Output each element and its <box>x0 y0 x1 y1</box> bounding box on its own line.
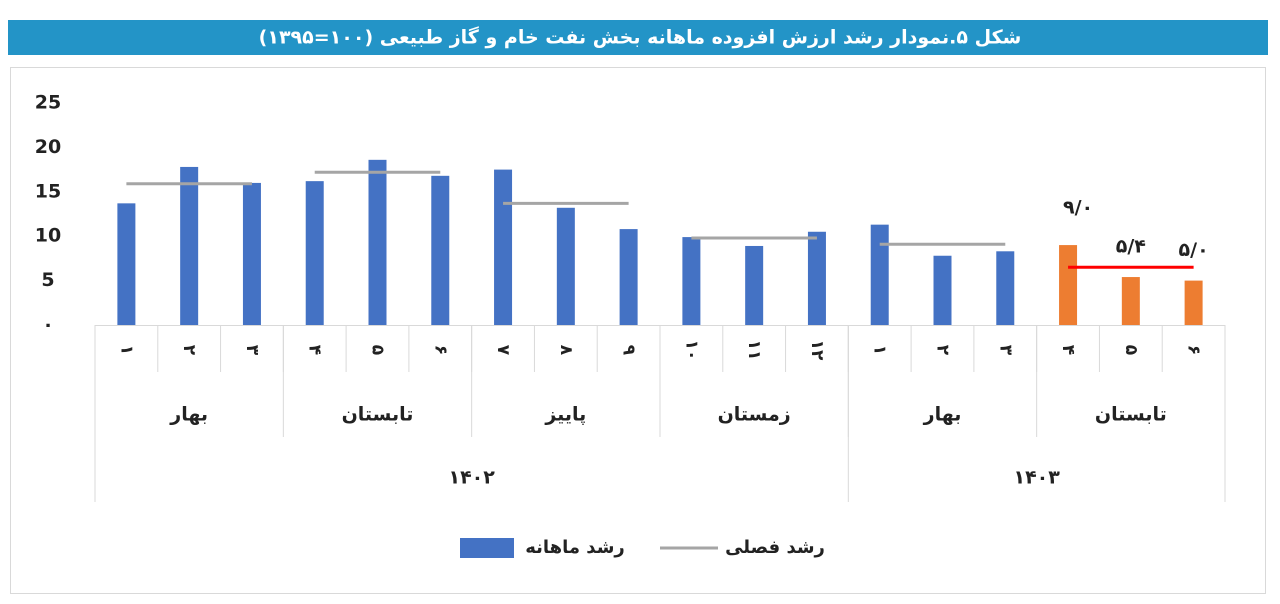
x-tick-label: ۴ <box>305 345 325 355</box>
y-tick-label: 20 <box>35 136 61 158</box>
season-label: تابستان <box>342 404 414 426</box>
bar <box>556 207 575 325</box>
bar <box>368 159 387 325</box>
title-bar <box>8 20 1268 55</box>
bar <box>619 229 638 325</box>
y-tick-label: 10 <box>35 225 61 247</box>
bar <box>117 203 136 325</box>
x-tick-label: ۸ <box>556 345 576 356</box>
season-label: زمستان <box>718 404 791 426</box>
bar <box>996 251 1015 325</box>
bar <box>1184 280 1203 325</box>
bar <box>1121 277 1140 325</box>
x-tick-label: ۷ <box>493 345 513 356</box>
x-tick-label: ۵ <box>368 345 388 355</box>
bar <box>494 169 513 325</box>
chart-title: شکل ۵.نمودار رشد ارزش افزوده ماهانه بخش … <box>259 26 1022 49</box>
x-tick-label: ۲ <box>933 345 953 356</box>
x-tick-label: ۳ <box>995 345 1015 356</box>
bar <box>242 182 261 325</box>
chart-frame <box>10 67 1266 594</box>
x-tick-label: ۳ <box>242 345 262 356</box>
x-tick-label: ۲ <box>179 345 199 356</box>
x-tick-label: ۶ <box>1184 345 1204 355</box>
bar <box>180 166 199 325</box>
x-tick-label: ۵ <box>1121 345 1141 355</box>
y-tick-label: ۰ <box>42 314 54 336</box>
season-label: پاییز <box>544 404 586 426</box>
bar <box>305 181 324 325</box>
bar <box>807 231 826 325</box>
data-label: ۵/۰ <box>1179 239 1209 261</box>
bar <box>745 245 764 325</box>
year-label: ۱۴۰۳ <box>1013 467 1060 489</box>
bar <box>682 237 701 325</box>
bar <box>1059 245 1078 325</box>
x-tick-label: ۱ <box>116 345 136 355</box>
bar <box>933 255 952 325</box>
year-label: ۱۴۰۲ <box>448 467 495 489</box>
bar <box>870 224 889 325</box>
data-label: ۹/۰ <box>1063 197 1093 219</box>
x-tick-label: ۱۰ <box>681 340 701 361</box>
x-tick-label: ۴ <box>1058 345 1078 355</box>
y-tick-label: 15 <box>35 180 61 202</box>
legend-label: رشد فصلی <box>725 537 825 558</box>
season-label: تابستان <box>1095 404 1167 426</box>
x-tick-label: ۹ <box>619 345 639 356</box>
y-tick-label: 5 <box>41 269 54 291</box>
season-label: بهار <box>923 404 962 426</box>
x-tick-label: ۱ <box>870 345 890 355</box>
x-tick-label: ۱۲ <box>807 340 827 361</box>
legend-swatch <box>460 538 514 558</box>
season-label: بهار <box>169 404 208 426</box>
x-tick-label: ۱۱ <box>744 340 764 361</box>
y-tick-label: 25 <box>35 92 61 114</box>
data-label: ۵/۴ <box>1116 236 1146 258</box>
x-tick-label: ۶ <box>430 345 450 355</box>
legend-label: رشد ماهانه <box>525 537 625 558</box>
bar <box>431 175 450 325</box>
